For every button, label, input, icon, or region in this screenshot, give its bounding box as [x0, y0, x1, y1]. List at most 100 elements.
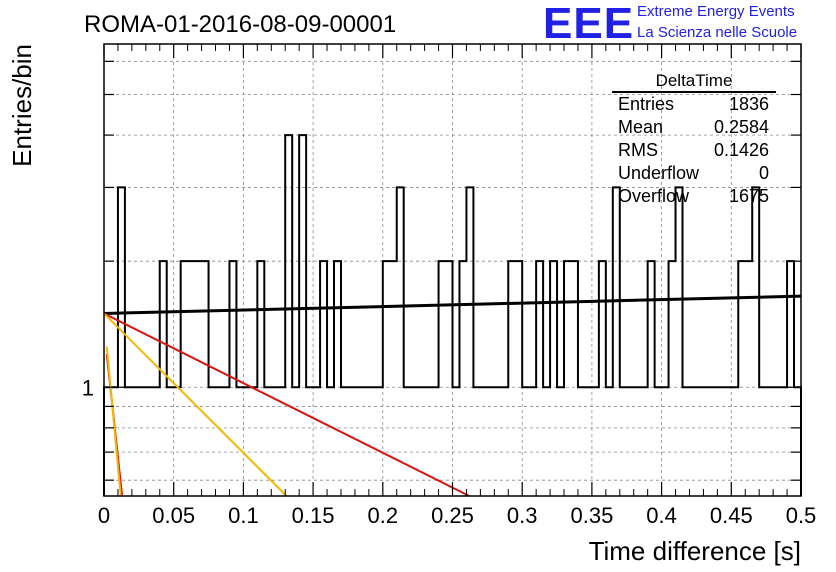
histogram-bin [174, 387, 181, 496]
histogram-bin [613, 187, 620, 496]
histogram-bin [571, 261, 578, 496]
histogram-bin [404, 387, 411, 496]
x-tick-labels: 0 0.05 0.1 0.15 0.2 0.25 0.3 0.35 0.4 0.45 0.5 [98, 503, 816, 528]
histogram-bin [285, 135, 292, 496]
fit-line [103, 294, 802, 316]
x-tick-label: 0.15 [292, 503, 335, 528]
histogram-bin [752, 187, 759, 496]
histogram-bin [599, 261, 606, 496]
stats-value: 1675 [729, 186, 769, 206]
histogram-bin [222, 387, 229, 496]
histogram-bin [634, 387, 641, 496]
histogram-bin [536, 261, 543, 496]
x-tick-label: 0.1 [228, 503, 259, 528]
y-axis-label: Entries/bin [7, 44, 37, 167]
x-tick-label: 0.45 [710, 503, 753, 528]
x-tick-label: 0.05 [152, 503, 195, 528]
histogram-bin [418, 387, 425, 496]
histogram-bin [209, 387, 216, 496]
x-tick-label: 0.35 [570, 503, 613, 528]
histogram-bin [696, 387, 703, 496]
histogram-bin [271, 387, 278, 496]
histogram-bin [167, 387, 174, 496]
histogram-bin [494, 387, 501, 496]
histogram-bin [550, 261, 557, 496]
histogram-bin [731, 387, 738, 496]
x-axis-label: Time difference [s] [589, 536, 801, 566]
histogram-bin [655, 387, 662, 496]
histogram-bin [376, 387, 383, 496]
histogram-bin [313, 387, 320, 496]
histogram-bin [620, 387, 627, 496]
stats-label: Overflow [618, 186, 690, 206]
histogram-bin [383, 261, 390, 496]
histogram-bin [724, 387, 731, 496]
histogram-bin [250, 387, 257, 496]
histogram-bin [334, 261, 341, 496]
stats-title: DeltaTime [656, 71, 733, 90]
histogram-bin [557, 387, 564, 496]
histogram-bin [425, 387, 432, 496]
histogram-bin [648, 261, 655, 496]
histogram-bin [689, 387, 696, 496]
histogram-bin [676, 187, 683, 496]
stats-value: 0.1426 [714, 140, 769, 160]
axis-ticks [103, 44, 802, 496]
logo-line-1: Extreme Energy Events [637, 3, 795, 20]
histogram-bin [508, 261, 515, 496]
x-tick-label: 0.4 [646, 503, 677, 528]
histogram-bin [466, 187, 473, 496]
histogram-bin [662, 387, 669, 496]
histogram-bin [578, 387, 585, 496]
stats-label: Underflow [618, 163, 700, 183]
histogram-bin [453, 387, 460, 496]
histogram-bin [216, 387, 223, 496]
histogram-bin [146, 387, 153, 496]
histogram-bin [522, 387, 529, 496]
histogram-bin [299, 135, 306, 496]
histogram-bin [306, 387, 313, 496]
y-tick-labels: 1 [82, 375, 94, 400]
histogram-bin [703, 387, 710, 496]
histogram-bin [125, 387, 132, 496]
stats-box: DeltaTime Entries 1836 Mean 0.2584 RMS 0.1426… [612, 71, 776, 206]
fit-line [103, 312, 470, 497]
histogram-bin [683, 387, 690, 496]
histogram-bin [773, 387, 780, 496]
histogram-bin [327, 387, 334, 496]
histogram-bin [780, 387, 787, 496]
histogram-bin [202, 261, 209, 496]
histogram-bin [243, 387, 250, 496]
x-tick-label: 0.2 [368, 503, 399, 528]
chart-title: ROMA-01-2016-08-09-00001 [84, 11, 396, 38]
histogram-bin [153, 387, 160, 496]
histogram-bin [362, 387, 369, 496]
x-tick-label: 0.5 [786, 503, 817, 528]
histogram-bin [641, 387, 648, 496]
histogram-bin [515, 261, 522, 496]
histogram-bin [529, 387, 536, 496]
y-tick-label: 1 [82, 375, 94, 400]
histogram-bin [543, 387, 550, 496]
histogram-bin [710, 387, 717, 496]
histogram-bin [397, 187, 404, 496]
histogram-bin [627, 387, 634, 496]
histogram-bin [759, 387, 766, 496]
histogram-bin [292, 387, 299, 496]
stats-value: 1836 [729, 94, 769, 114]
histogram-bin [592, 387, 599, 496]
histogram-bin [473, 387, 480, 496]
logo-line-2: La Scienza nelle Scuole [637, 24, 798, 41]
histogram-bin [160, 261, 167, 496]
histogram-bin [501, 387, 508, 496]
histogram-bin [459, 261, 466, 496]
histogram-bin [320, 261, 327, 496]
eee-logo: EEE [543, 0, 635, 48]
histogram-bin [390, 261, 397, 496]
histogram-bin [139, 387, 146, 496]
histogram-bin [564, 261, 571, 496]
histogram-bin [188, 261, 195, 496]
histogram-bin [446, 261, 453, 496]
histogram-bin [439, 261, 446, 496]
